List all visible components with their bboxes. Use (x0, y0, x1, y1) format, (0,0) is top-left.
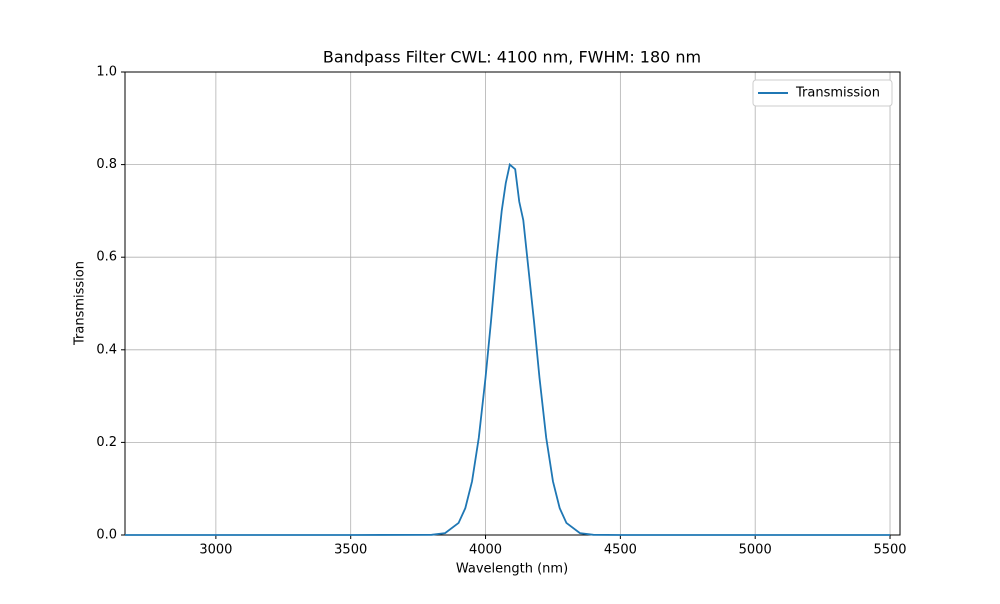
plot-frame (124, 71, 901, 536)
y-tick-label: 1.0 (96, 65, 117, 80)
legend-label: Transmission (795, 86, 880, 101)
x-tick-label: 4000 (469, 543, 502, 558)
y-tick-label: 0.8 (96, 157, 117, 172)
y-axis-label: Transmission (73, 261, 88, 346)
x-tick-label: 5000 (739, 543, 772, 558)
x-tick-label: 5500 (873, 543, 906, 558)
chart-title: Bandpass Filter CWL: 4100 nm, FWHM: 180 … (323, 48, 701, 67)
x-axis-label: Wavelength (nm) (456, 562, 568, 577)
y-tick-label: 0.6 (96, 250, 117, 265)
y-tick-label: 0.0 (96, 528, 117, 543)
y-tick-label: 0.2 (96, 435, 117, 450)
data-line (125, 162, 891, 536)
x-tick-label: 3000 (199, 543, 232, 558)
y-tick-label: 0.4 (96, 342, 117, 357)
x-tick-label: 3500 (334, 543, 367, 558)
x-tick-label: 4500 (604, 543, 637, 558)
legend-box (752, 79, 893, 107)
